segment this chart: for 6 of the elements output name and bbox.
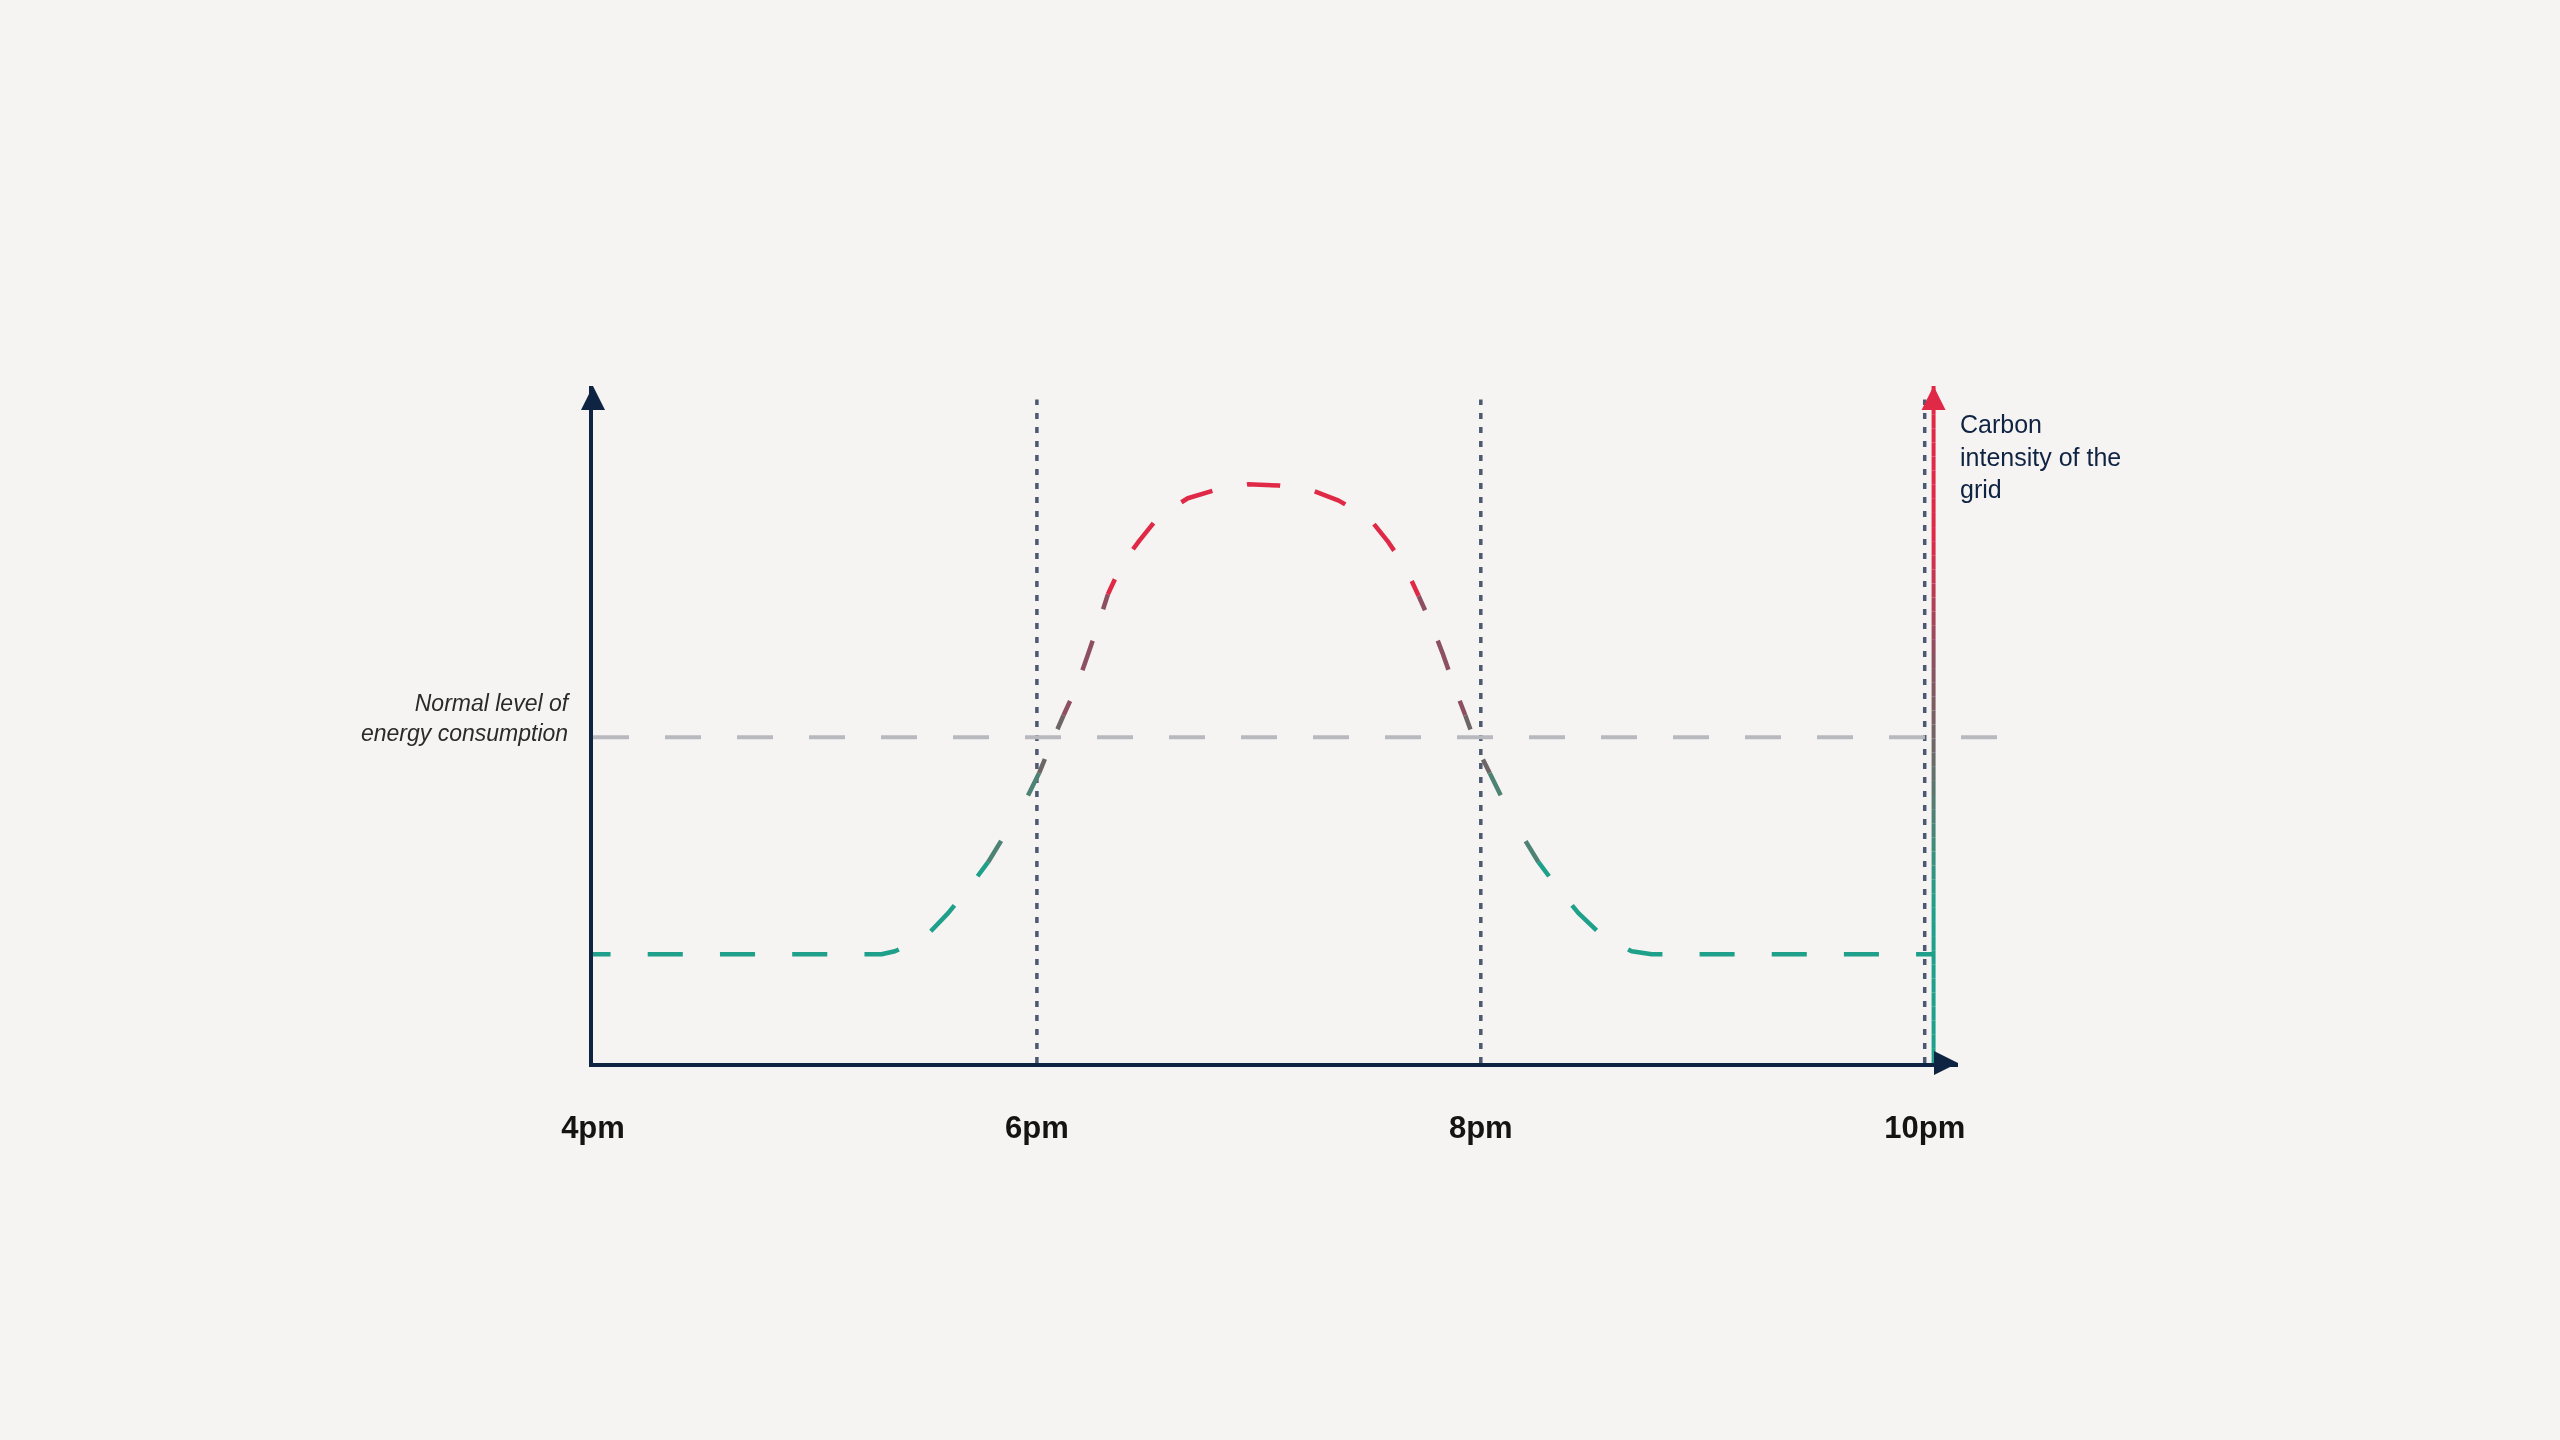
x-tick-label: 10pm xyxy=(1884,1110,1966,1146)
x-tick-label: 4pm xyxy=(561,1110,625,1146)
ref-line-label: Normal level of energy consumption xyxy=(361,690,571,746)
y2-axis-title: Carbon intensity of the grid xyxy=(1960,410,2122,503)
x-tick-label: 8pm xyxy=(1448,1110,1513,1146)
x-tick-label: 6pm xyxy=(1005,1110,1069,1146)
